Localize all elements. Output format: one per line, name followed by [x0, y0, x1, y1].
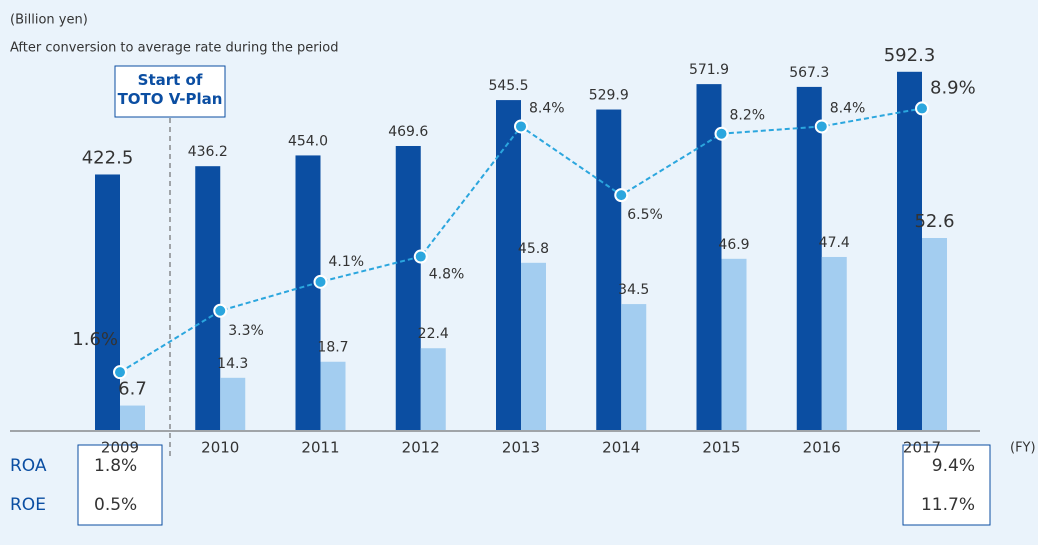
- value-label: 4.8%: [429, 267, 465, 283]
- bar: [320, 361, 346, 430]
- value-label: 1.6%: [72, 329, 118, 350]
- table-box: [902, 444, 991, 526]
- bar: [220, 377, 246, 430]
- bar: [721, 258, 747, 430]
- value-label: 567.3: [789, 65, 829, 81]
- value-label: 469.6: [388, 124, 428, 140]
- value-label: 8.2%: [730, 108, 766, 124]
- unit-label: (Billion yen): [10, 13, 88, 28]
- annotation-box: [114, 65, 226, 118]
- value-label: 6.5%: [627, 207, 663, 223]
- annotation-line: Start of: [138, 71, 203, 89]
- marker: [915, 101, 929, 116]
- bar: [120, 405, 145, 430]
- value-label: 422.5: [82, 147, 134, 168]
- bar: [496, 100, 521, 430]
- value-label: 18.7: [317, 340, 348, 356]
- x-tick-label: 2012: [402, 439, 440, 457]
- x-unit: (FY): [1010, 441, 1036, 456]
- table-cell: 0.5%: [94, 495, 137, 515]
- value-label: 8.9%: [930, 77, 976, 98]
- annotation: Start of TOTO V-Plan: [118, 71, 223, 108]
- x-tick-label: 2010: [201, 439, 239, 457]
- value-label: 22.4: [418, 326, 449, 342]
- table-cell: 11.7%: [921, 495, 975, 515]
- marker: [413, 249, 428, 264]
- table-cell: 1.8%: [94, 456, 137, 476]
- marker: [313, 274, 328, 289]
- annotation-line: TOTO V-Plan: [118, 90, 223, 108]
- bar: [621, 304, 647, 430]
- value-label: 571.9: [689, 62, 729, 78]
- value-label: 8.4%: [529, 100, 565, 116]
- marker: [514, 119, 528, 134]
- bar: [897, 71, 922, 430]
- value-label: 45.8: [518, 241, 549, 257]
- marker: [814, 119, 829, 134]
- value-label: 4.1%: [329, 254, 365, 270]
- value-label: 14.3: [217, 356, 248, 372]
- x-tick-label: 2017: [903, 439, 941, 457]
- x-tick-label: 2015: [702, 439, 740, 457]
- marker: [714, 126, 729, 141]
- bar: [821, 256, 847, 430]
- value-label: 592.3: [884, 45, 936, 66]
- bar: [596, 109, 622, 431]
- value-label: 6.7: [118, 379, 147, 400]
- value-label: 47.4: [819, 235, 850, 251]
- bar: [95, 174, 120, 430]
- row-label: ROE: [10, 495, 46, 515]
- value-label: 34.5: [618, 282, 649, 298]
- value-label: 52.6: [914, 211, 954, 232]
- row-label: ROA: [10, 456, 47, 476]
- marker: [213, 303, 228, 318]
- value-label: 529.9: [589, 88, 629, 104]
- table-cell: 9.4%: [932, 456, 975, 476]
- bar: [395, 145, 421, 430]
- marker: [113, 365, 127, 380]
- x-tick-label: 2011: [301, 439, 339, 457]
- x-tick-label: 2013: [502, 439, 540, 457]
- x-tick-label: 2009: [101, 439, 139, 457]
- bar: [195, 166, 221, 430]
- x-tick-label: 2014: [602, 439, 640, 457]
- bar: [420, 348, 446, 430]
- value-label: 3.3%: [228, 323, 264, 339]
- marker: [614, 188, 629, 203]
- value-label: 8.4%: [830, 100, 866, 116]
- bar: [521, 262, 546, 430]
- x-tick-label: 2016: [803, 439, 841, 457]
- value-label: 454.0: [288, 133, 328, 149]
- table-box: [77, 444, 163, 526]
- value-label: 46.9: [718, 237, 749, 253]
- bar: [295, 155, 321, 431]
- bar: [922, 237, 947, 430]
- value-label: 436.2: [188, 144, 228, 160]
- value-label: 545.5: [488, 78, 528, 94]
- bar: [796, 86, 822, 431]
- subtitle: After conversion to average rate during …: [10, 41, 338, 56]
